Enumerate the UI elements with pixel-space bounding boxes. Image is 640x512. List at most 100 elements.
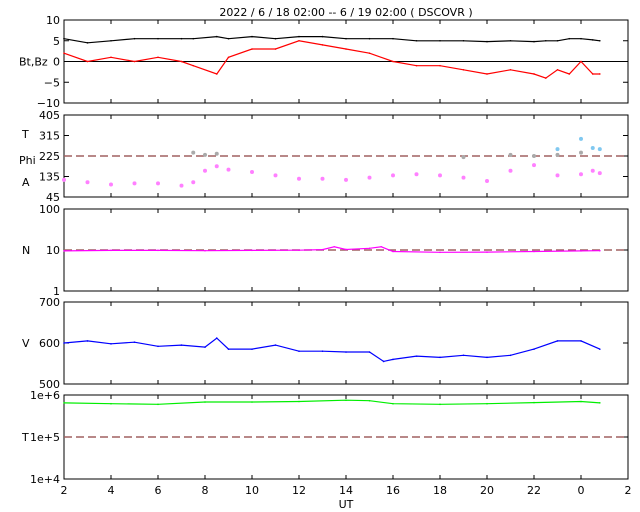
data-point — [568, 73, 571, 75]
data-point — [109, 182, 113, 187]
data-point — [63, 52, 65, 54]
data-point — [86, 60, 89, 63]
data-point — [509, 69, 512, 71]
y-tick-label: 45 — [46, 191, 60, 204]
data-point — [63, 37, 65, 40]
data-point — [85, 180, 90, 185]
data-point — [544, 77, 547, 79]
data-point — [509, 39, 512, 42]
data-point — [86, 42, 89, 44]
x-tick-label: 14 — [339, 484, 353, 497]
data-point — [438, 173, 442, 178]
data-point — [508, 152, 513, 157]
data-point — [333, 245, 336, 248]
data-point — [204, 346, 206, 348]
data-point — [298, 35, 300, 38]
series-density-0 — [63, 245, 601, 254]
data-point — [591, 39, 594, 41]
data-point — [298, 350, 300, 353]
panel-angles: 405 315 225 135 45 T Phi A — [19, 109, 629, 204]
y-tick-label: 1e+6 — [30, 389, 60, 402]
y-axis-label: N — [22, 244, 30, 257]
y-tick-label: 700 — [39, 296, 60, 309]
data-point — [439, 39, 441, 42]
data-point — [568, 37, 571, 40]
data-point — [321, 44, 324, 46]
data-point — [298, 249, 300, 251]
data-point — [509, 354, 512, 357]
x-tick-label: 12 — [292, 484, 306, 497]
x-tick-label: 18 — [433, 484, 447, 497]
data-point — [392, 402, 394, 405]
x-axis-label: UT — [339, 498, 354, 511]
data-point — [533, 40, 535, 43]
data-point — [274, 37, 277, 40]
data-point — [599, 39, 601, 42]
data-point — [321, 248, 324, 251]
panel-temperature: 1e+6 1e+5 1e+4 T — [21, 389, 629, 486]
data-point — [180, 37, 183, 40]
data-point — [485, 179, 489, 184]
data-point — [320, 176, 325, 181]
data-point — [533, 250, 535, 253]
series-angles-2 — [555, 136, 602, 152]
data-point — [579, 172, 583, 177]
data-point — [62, 177, 66, 182]
data-point — [321, 350, 324, 353]
data-point — [274, 344, 277, 346]
data-point — [368, 37, 371, 40]
x-tick-label: 2 — [61, 484, 68, 497]
data-point — [63, 342, 65, 344]
x-axis: 2 4 6 8 10 12 14 16 18 20 22 0 2 — [61, 484, 632, 497]
data-point — [273, 173, 278, 178]
data-point — [298, 39, 300, 42]
y-tick-label: 10 — [46, 244, 60, 257]
data-point — [133, 37, 136, 40]
series-line — [63, 35, 600, 44]
data-point — [227, 56, 230, 59]
data-point — [532, 154, 536, 158]
data-point — [368, 247, 371, 250]
data-point — [486, 40, 488, 43]
data-point — [486, 402, 488, 405]
data-point — [392, 250, 394, 253]
x-tick-label: 20 — [480, 484, 494, 497]
data-point — [215, 73, 218, 75]
y-axis-label: T — [21, 431, 29, 444]
y-tick-label: 135 — [39, 171, 60, 184]
data-point — [156, 181, 160, 186]
data-point — [590, 168, 595, 173]
y-tick-label: 0 — [53, 56, 60, 69]
data-point — [180, 344, 183, 346]
data-point — [415, 355, 418, 357]
data-point — [110, 249, 112, 252]
data-point — [461, 175, 466, 180]
data-point — [544, 39, 547, 42]
data-point — [110, 402, 112, 405]
series-line — [63, 40, 600, 79]
series-line — [63, 399, 600, 405]
data-point — [555, 173, 560, 178]
data-point — [157, 37, 159, 40]
data-point — [382, 360, 385, 363]
data-point — [191, 150, 196, 155]
data-point — [214, 164, 219, 169]
data-point — [192, 64, 195, 67]
data-point — [439, 251, 441, 254]
data-point — [298, 400, 300, 403]
y-tick-label: 315 — [39, 130, 60, 143]
chart-title: 2022 / 6 / 18 02:00 -- 6 / 19 02:00 ( DS… — [219, 6, 472, 19]
data-point — [392, 60, 394, 63]
y-tick-label: 100 — [39, 203, 60, 216]
data-point — [110, 56, 112, 59]
data-point — [591, 73, 594, 75]
y-tick-label: −5 — [44, 76, 60, 89]
data-point — [462, 354, 465, 357]
data-point — [579, 136, 583, 141]
data-point — [157, 56, 159, 59]
y-tick-label: 10 — [46, 14, 60, 27]
data-point — [297, 176, 301, 181]
data-point — [214, 151, 219, 156]
y-tick-label: 405 — [39, 109, 60, 122]
